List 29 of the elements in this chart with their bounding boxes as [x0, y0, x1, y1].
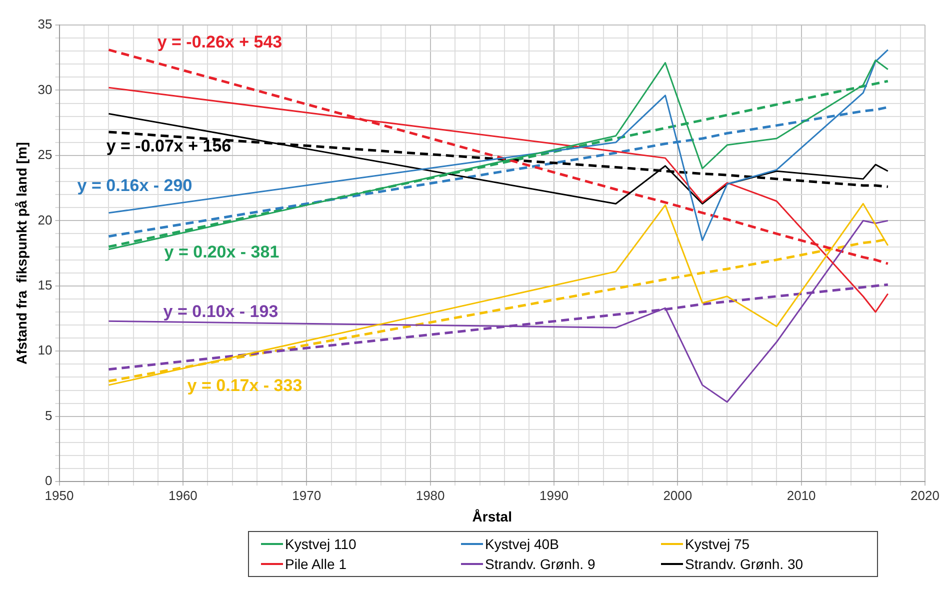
y-tick-label: 5	[45, 408, 52, 423]
legend-label: Kystvej 110	[285, 536, 356, 552]
y-tick-label: 30	[38, 82, 52, 97]
y-axis-title: Afstand fra fikspunkt på land [m]	[13, 142, 30, 365]
y-tick-label: 35	[38, 16, 52, 32]
x-axis-title: Årstal	[472, 508, 512, 524]
y-tick-label: 20	[38, 212, 52, 228]
annotation: y = -0.26x + 543	[157, 32, 282, 52]
legend-label: Strandv. Grønh. 9	[485, 556, 596, 572]
x-tick-label: 2020	[910, 488, 940, 503]
legend-label: Kystvej 75	[685, 536, 750, 552]
annotation: y = 0.17x - 333	[187, 376, 302, 395]
annotation: y = 0.16x - 290	[77, 176, 192, 196]
x-tick-label: 1960	[168, 488, 198, 503]
legend-label: Strandv. Grønh. 30	[685, 556, 804, 572]
legend-label: Pile Alle 1	[285, 556, 346, 572]
y-tick-label: 15	[38, 277, 52, 292]
y-tick-label: 0	[45, 473, 52, 488]
x-tick-label: 2000	[663, 488, 692, 503]
x-tick-label: 1970	[292, 488, 322, 503]
x-tick-label: 1990	[540, 488, 568, 503]
x-tick-label: 2010	[786, 488, 816, 503]
legend-label: Kystvej 40B	[485, 536, 559, 552]
y-tick-label: 25	[38, 147, 52, 162]
x-tick-label: 1980	[416, 488, 445, 503]
annotation: y = 0.20x - 381	[164, 242, 280, 262]
annotation: y = 0.10x - 193	[163, 302, 278, 322]
x-tick-label: 1950	[44, 488, 74, 503]
y-tick-label: 10	[38, 342, 52, 358]
